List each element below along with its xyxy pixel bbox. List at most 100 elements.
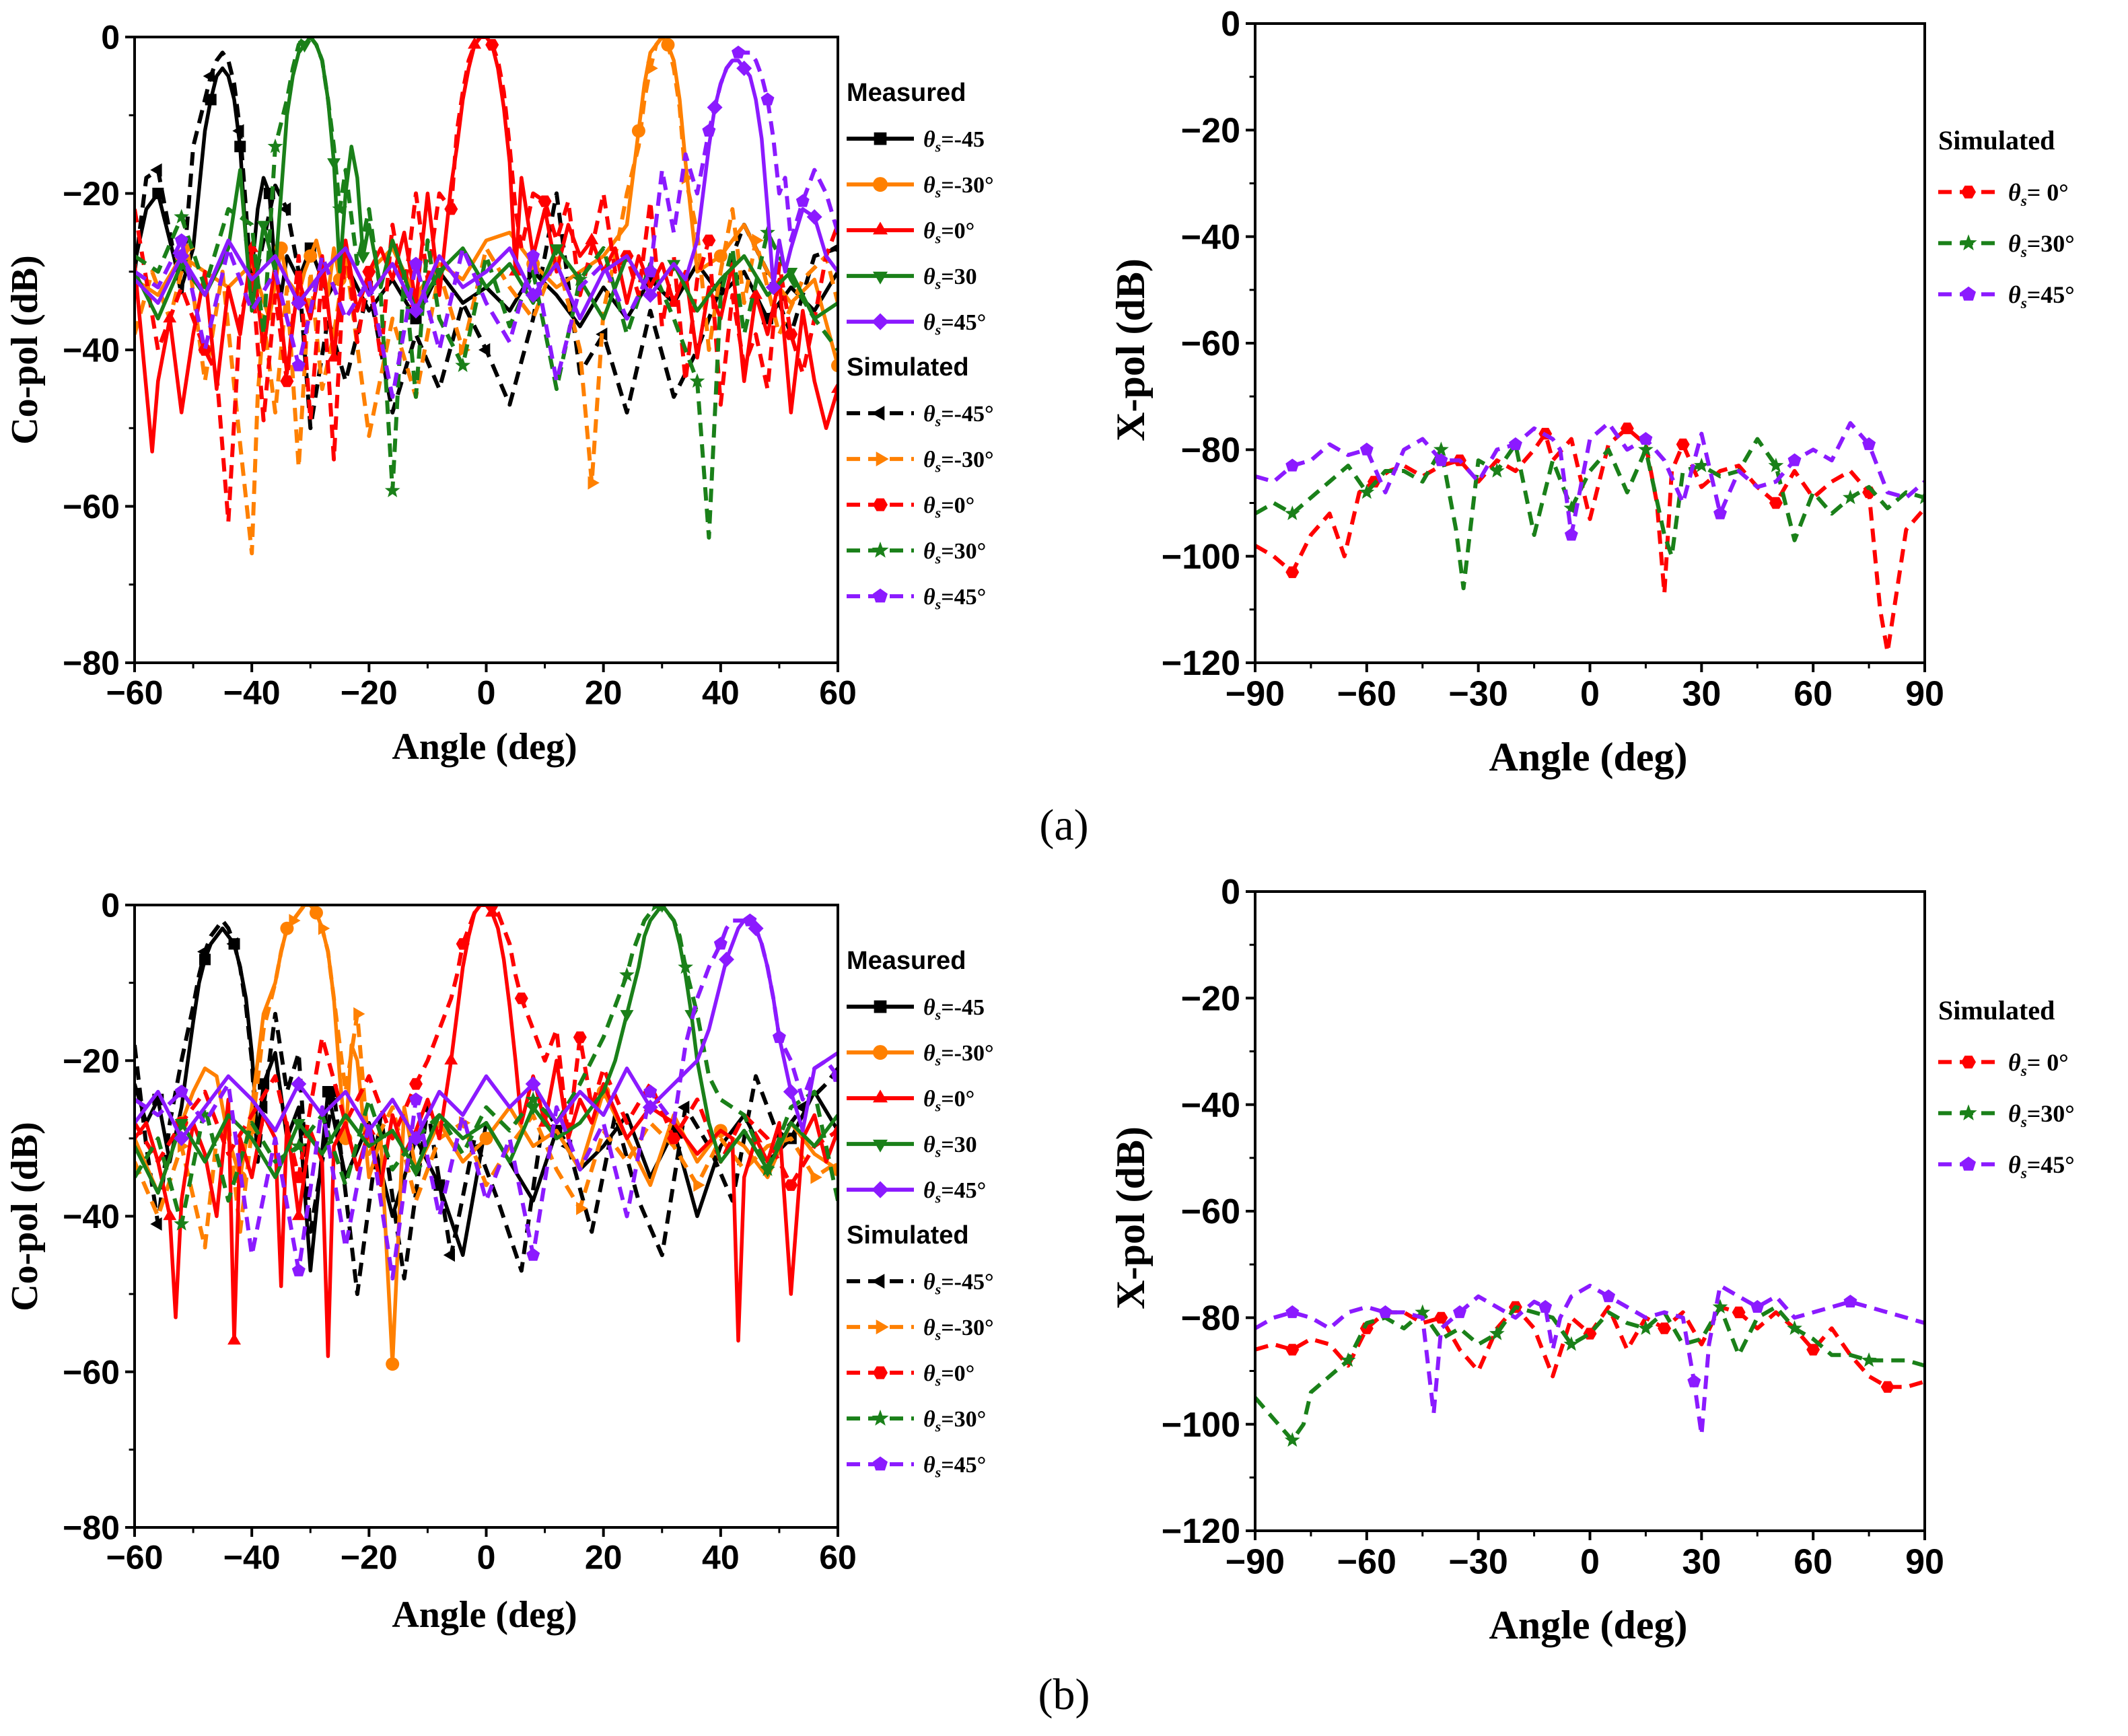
legend-label: θs=-30° bbox=[923, 1041, 994, 1069]
data-marker bbox=[291, 1076, 307, 1092]
data-marker bbox=[1433, 441, 1449, 456]
data-marker bbox=[525, 1076, 541, 1092]
x-tick-label: 90 bbox=[1905, 1542, 1944, 1581]
data-marker bbox=[689, 373, 705, 388]
legend-marker bbox=[873, 1089, 888, 1103]
y-tick-label: −120 bbox=[1162, 644, 1240, 683]
y-tick-label: −100 bbox=[1162, 538, 1240, 577]
data-marker bbox=[736, 61, 752, 76]
legend-heading: Simulated bbox=[1938, 995, 2055, 1025]
data-marker bbox=[197, 945, 209, 959]
caption-b: (b) bbox=[1038, 1670, 1090, 1719]
axes: −60 −40 −20 0 20 40 600−20−40−60−80 bbox=[63, 887, 857, 1577]
legend: Measured θs=-45 θs=-30° θs=0° θs=30 θs=45° Sim… bbox=[847, 947, 994, 1480]
data-marker bbox=[526, 1247, 540, 1261]
x-tick-label: 0 bbox=[477, 1539, 496, 1577]
legend-marker bbox=[872, 313, 889, 330]
x-tick-label: −40 bbox=[223, 674, 281, 712]
data-marker bbox=[1693, 458, 1709, 472]
legend-label: θs=-30° bbox=[923, 447, 994, 475]
data-marker bbox=[479, 1131, 493, 1145]
series-line-simulated-s-45 bbox=[135, 50, 838, 399]
y-tick-label: −20 bbox=[1181, 112, 1240, 151]
x-tick-label: 20 bbox=[585, 1539, 623, 1577]
y-tick-label: −40 bbox=[1181, 1086, 1240, 1125]
data-marker bbox=[795, 1100, 807, 1114]
legend-label: θs=30° bbox=[923, 1407, 986, 1435]
legend-marker bbox=[872, 406, 885, 421]
data-marker bbox=[1638, 1320, 1654, 1335]
data-marker bbox=[1602, 1289, 1616, 1303]
legend-label: θs= 0° bbox=[2008, 179, 2069, 210]
series-line-simulated-s-30 bbox=[135, 37, 838, 540]
series-line-simulated-s-45 bbox=[1255, 421, 1925, 537]
y-tick-label: −60 bbox=[1181, 324, 1240, 363]
data-marker bbox=[760, 1161, 775, 1176]
x-tick-label: 60 bbox=[1794, 674, 1833, 713]
data-marker bbox=[678, 1100, 690, 1114]
data-marker bbox=[749, 287, 762, 299]
data-marker bbox=[1787, 453, 1802, 466]
series-group bbox=[135, 905, 838, 1371]
y-tick-label: 0 bbox=[101, 887, 120, 925]
legend-label: θs=-45 bbox=[923, 127, 985, 155]
data-marker bbox=[384, 482, 400, 497]
legend-label: θs=30° bbox=[923, 539, 986, 567]
data-marker bbox=[409, 1078, 423, 1090]
data-marker bbox=[1563, 500, 1580, 515]
series-group bbox=[1255, 421, 1925, 655]
legend-label: θs=-45° bbox=[923, 1270, 994, 1297]
y-tick-label: −20 bbox=[63, 175, 120, 213]
data-marker bbox=[732, 45, 745, 59]
legend-marker bbox=[873, 1366, 888, 1379]
legend-label: θs=-45 bbox=[923, 995, 985, 1023]
caption-a: (a) bbox=[1039, 801, 1088, 850]
data-marker bbox=[1843, 1295, 1857, 1308]
x-tick-label: 40 bbox=[702, 1539, 740, 1577]
x-tick-label: 30 bbox=[1682, 674, 1721, 713]
y-tick-label: −100 bbox=[1162, 1406, 1240, 1445]
data-marker bbox=[291, 1263, 306, 1276]
legend-marker bbox=[1960, 234, 1977, 251]
data-marker bbox=[1359, 442, 1374, 456]
data-marker bbox=[1712, 1299, 1728, 1314]
data-marker bbox=[702, 234, 716, 246]
legend-label: θs=45° bbox=[923, 310, 986, 338]
legend-marker bbox=[872, 1274, 885, 1289]
data-marker bbox=[353, 1007, 365, 1021]
series-group bbox=[1255, 1283, 1925, 1447]
data-marker bbox=[256, 1100, 268, 1114]
legend-label: θs=0° bbox=[923, 1361, 974, 1389]
legend-marker bbox=[874, 1000, 887, 1013]
data-marker bbox=[1880, 1381, 1894, 1393]
legend-marker bbox=[873, 221, 888, 235]
data-marker bbox=[713, 937, 728, 950]
series-line-simulated-s-30 bbox=[135, 37, 838, 556]
data-marker bbox=[232, 124, 244, 138]
data-marker bbox=[291, 1119, 306, 1131]
legend-marker bbox=[1961, 286, 1976, 301]
data-marker bbox=[719, 951, 734, 968]
legend-label: θs=30° bbox=[2008, 1100, 2075, 1131]
y-tick-label: 0 bbox=[1221, 5, 1240, 44]
x-axis-title: Angle (deg) bbox=[392, 1594, 577, 1636]
data-marker bbox=[432, 268, 446, 280]
data-marker bbox=[291, 358, 306, 371]
x-tick-label: 90 bbox=[1905, 674, 1944, 713]
data-marker bbox=[743, 913, 757, 927]
data-marker bbox=[1453, 1305, 1466, 1318]
data-marker bbox=[289, 914, 301, 928]
y-tick-label: −60 bbox=[63, 488, 120, 526]
data-marker bbox=[291, 1208, 306, 1221]
y-tick-label: −80 bbox=[1181, 431, 1240, 470]
legend: Simulated θs= 0° θs=30° θs=45° bbox=[1938, 995, 2075, 1182]
data-marker bbox=[1284, 1432, 1300, 1447]
data-marker bbox=[702, 124, 716, 137]
data-marker bbox=[174, 1216, 190, 1231]
legend-label: θs=0° bbox=[923, 1087, 974, 1114]
data-marker bbox=[279, 202, 291, 216]
data-marker bbox=[784, 268, 798, 280]
legend: Simulated θs= 0° θs=30° θs=45° bbox=[1938, 125, 2075, 312]
legend-marker bbox=[873, 1139, 888, 1153]
data-marker bbox=[1658, 1322, 1672, 1334]
